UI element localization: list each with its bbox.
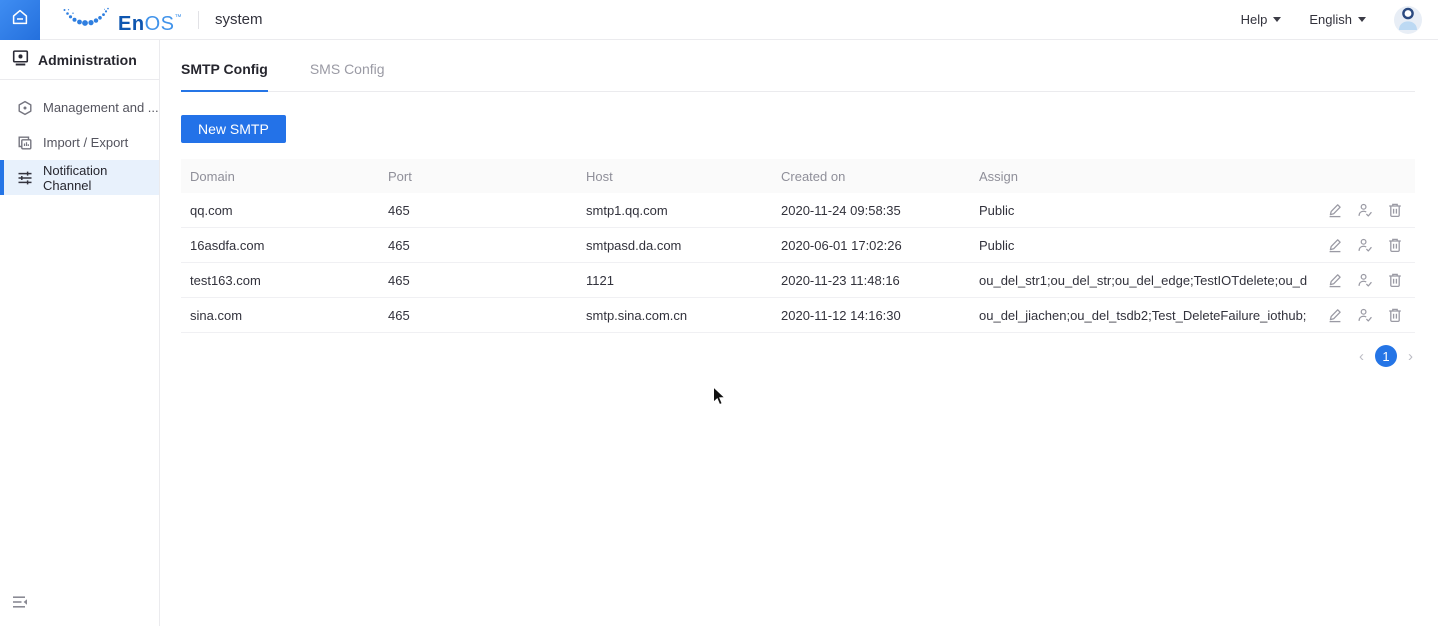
sidebar-item-label: Import / Export: [43, 135, 129, 150]
cell-host: smtp.sina.com.cn: [586, 307, 688, 323]
edit-button[interactable]: [1327, 272, 1343, 288]
language-dropdown[interactable]: English: [1309, 12, 1366, 27]
edit-icon: [1329, 274, 1341, 288]
assign-user-icon: [1358, 308, 1372, 322]
cell-host: smtpasd.da.com: [586, 237, 682, 253]
sidebar-section-label: Administration: [38, 51, 137, 68]
column-header-assign: Assign: [979, 168, 1019, 184]
import-export-icon: [17, 135, 33, 151]
help-dropdown[interactable]: Help: [1241, 12, 1282, 27]
tab-smtp-config[interactable]: SMTP Config: [181, 40, 268, 92]
chevron-down-icon: [1273, 17, 1282, 22]
sidebar-item-label: Management and ...: [43, 100, 159, 115]
user-avatar[interactable]: [1394, 5, 1422, 34]
cell-created-on: 2020-11-23 11:48:16: [781, 272, 900, 288]
cell-host: 1121: [586, 272, 614, 288]
cell-domain: qq.com: [190, 202, 233, 218]
user-icon: [1394, 6, 1422, 34]
column-header-host: Host: [586, 168, 613, 184]
cell-port: 465: [388, 202, 410, 218]
delete-icon: [1389, 203, 1401, 218]
page-number-button[interactable]: 1: [1375, 345, 1397, 367]
new-smtp-button[interactable]: New SMTP: [181, 115, 286, 143]
main-content: SMTP Config SMS Config New SMTP Domain P…: [161, 40, 1438, 626]
delete-icon: [1389, 308, 1401, 323]
administration-icon: [12, 49, 29, 71]
cell-host: smtp1.qq.com: [586, 202, 668, 218]
delete-button[interactable]: [1387, 237, 1403, 253]
edit-button[interactable]: [1327, 307, 1343, 323]
assign-user-button[interactable]: [1357, 307, 1373, 323]
delete-button[interactable]: [1387, 307, 1403, 323]
pagination: ‹ 1 ›: [181, 345, 1415, 367]
assign-user-button[interactable]: [1357, 272, 1373, 288]
menu-fold-icon: [12, 596, 28, 614]
sidebar-item-notification-channel[interactable]: Notification Channel: [0, 160, 159, 195]
cell-domain: 16asdfa.com: [190, 237, 265, 253]
app-title: system: [214, 11, 263, 28]
assign-user-icon: [1358, 273, 1372, 287]
cell-port: 465: [388, 307, 410, 323]
cell-created-on: 2020-11-12 14:16:30: [781, 307, 901, 323]
sidebar-collapse-button[interactable]: [12, 594, 28, 615]
tab-bar: SMTP Config SMS Config: [181, 40, 1415, 92]
chevron-right-icon[interactable]: ›: [1408, 347, 1413, 365]
enos-swoosh-icon: [62, 5, 110, 34]
delete-button[interactable]: [1387, 272, 1403, 288]
row-actions: [1307, 202, 1415, 218]
chevron-left-icon[interactable]: ‹: [1359, 347, 1364, 365]
column-header-domain: Domain: [190, 168, 235, 184]
table-row: sina.com 465 smtp.sina.com.cn 2020-11-12…: [181, 298, 1415, 333]
table-row: qq.com 465 smtp1.qq.com 2020-11-24 09:58…: [181, 193, 1415, 228]
home-button[interactable]: [0, 0, 40, 40]
app-header: EnOS™ system Help English: [0, 0, 1438, 40]
column-header-created-on: Created on: [781, 168, 846, 184]
assign-user-button[interactable]: [1357, 202, 1373, 218]
assign-user-icon: [1358, 203, 1372, 217]
edit-button[interactable]: [1327, 237, 1343, 253]
home-icon: [11, 8, 29, 31]
enos-wordmark: EnOS™: [118, 13, 182, 35]
table-body: qq.com 465 smtp1.qq.com 2020-11-24 09:58…: [181, 193, 1415, 333]
cell-created-on: 2020-06-01 17:02:26: [781, 237, 902, 253]
assign-user-icon: [1358, 238, 1372, 252]
edit-button[interactable]: [1327, 202, 1343, 218]
cell-assign: ou_del_str1;ou_del_str;ou_del_edge;TestI…: [979, 272, 1307, 288]
cell-assign: Public: [979, 237, 1015, 253]
sliders-icon: [17, 170, 33, 186]
edit-icon: [1329, 309, 1341, 323]
table-row: 16asdfa.com 465 smtpasd.da.com 2020-06-0…: [181, 228, 1415, 263]
cell-domain: sina.com: [190, 307, 243, 323]
delete-icon: [1389, 238, 1401, 253]
cell-port: 465: [388, 237, 410, 253]
sidebar-item-import-export[interactable]: Import / Export: [0, 125, 159, 160]
assign-user-button[interactable]: [1357, 237, 1373, 253]
row-actions: [1307, 237, 1415, 253]
header-divider: [197, 10, 199, 29]
cell-domain: test163.com: [190, 272, 261, 288]
cell-port: 465: [388, 272, 410, 288]
table-header-row: Domain Port Host Created on Assign: [181, 159, 1415, 193]
edit-icon: [1329, 239, 1341, 253]
sidebar-item-label: Notification Channel: [43, 162, 108, 193]
cell-assign: Public: [979, 202, 1015, 218]
cell-assign: ou_del_jiachen;ou_del_tsdb2;Test_DeleteF…: [979, 307, 1307, 323]
enos-logo: EnOS™: [62, 5, 182, 34]
sidebar-item-management[interactable]: Management and ...: [0, 90, 159, 125]
table-row: test163.com 465 1121 2020-11-23 11:48:16…: [181, 263, 1415, 298]
hexagon-settings-icon: [17, 100, 33, 116]
sidebar: Administration Management and ... Import…: [0, 40, 160, 626]
edit-icon: [1329, 204, 1341, 218]
sidebar-section-administration: Administration: [0, 40, 159, 80]
column-header-port: Port: [388, 168, 412, 184]
row-actions: [1307, 307, 1415, 323]
tab-sms-config[interactable]: SMS Config: [309, 61, 385, 77]
delete-icon: [1389, 273, 1401, 288]
row-actions: [1307, 272, 1415, 288]
smtp-table: Domain Port Host Created on Assign qq.co…: [181, 159, 1415, 333]
cell-created-on: 2020-11-24 09:58:35: [781, 202, 901, 218]
sidebar-menu: Management and ... Import / Export Notif…: [0, 90, 159, 195]
chevron-down-icon: [1358, 17, 1366, 22]
delete-button[interactable]: [1387, 202, 1403, 218]
